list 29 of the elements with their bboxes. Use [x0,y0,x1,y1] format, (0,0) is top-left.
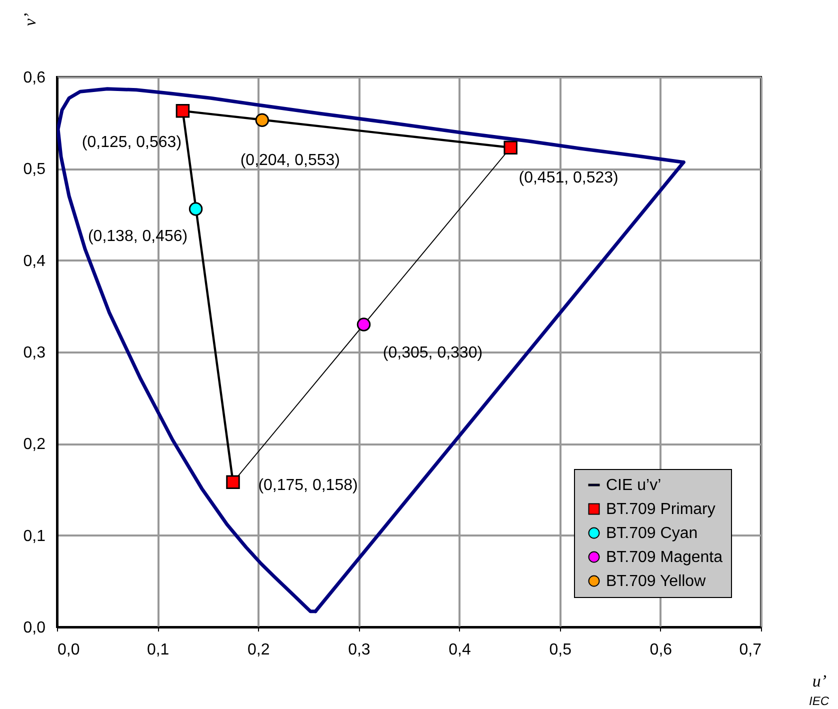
x-tick-label: 0,2 [248,642,270,658]
annotation: (0,305, 0,330) [382,344,483,362]
x-tick-label: 0,4 [448,642,472,658]
text: IEC [809,694,830,708]
y-tick-label: 0,3 [23,344,46,362]
x-tick-label: 0,3 [348,642,370,658]
y-tick-label: 0,6 [23,70,46,86]
legend-label: BT.709 Magenta [606,549,723,566]
y-tick-label: 0,5 [23,161,46,178]
x-tick-label: 0,6 [650,642,672,658]
annotation: (0,138, 0,456) [88,228,188,245]
y-axis-title: v’ [20,12,40,26]
y-tick-label: 0,0 [23,620,46,636]
legend-label: BT.709 Yellow [606,573,706,590]
x-tick-label: 0,5 [549,642,572,658]
y-tick-label: 0,4 [23,252,46,270]
y-tick-label: 0,2 [23,436,46,454]
annotation: (0,175, 0,158) [258,477,358,494]
legend-label: BT.709 Cyan [606,525,698,542]
x-tick-label: 0,7 [739,642,762,658]
x-axis-title: u’ [812,672,827,690]
annotation: (0,451, 0,523) [518,170,618,187]
y-tick-label: 0,1 [23,528,46,545]
legend-label: CIE u’v’ [606,477,662,494]
x-tick-label: 0,0 [58,642,80,658]
annotation: (0,204, 0,553) [240,152,340,170]
annotation: (0,125, 0,563) [82,134,182,151]
legend-label: BT.709 Primary [606,501,716,518]
x-tick-label: 0,1 [146,642,170,658]
